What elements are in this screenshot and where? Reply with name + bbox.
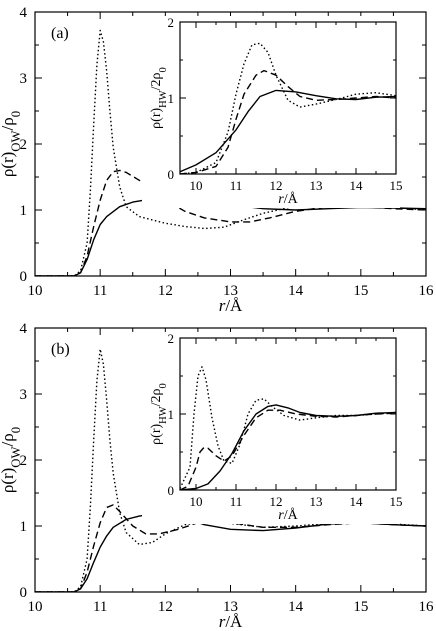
panel-b-y-tick-label: 4 <box>20 321 28 337</box>
panel-b-inset-x-tick-label: 15 <box>390 494 403 509</box>
panel-a-x-tick-label: 13 <box>223 283 238 299</box>
panel-b-y-tick-label: 1 <box>20 519 28 535</box>
panel-b-x-tick-label: 10 <box>28 599 43 615</box>
panel-a-inset-x-tick-label: 14 <box>350 178 364 193</box>
panel-b-y-axis-title: ρ(r)OW/ρ0 <box>0 427 23 493</box>
panel-a-series-solid-line <box>35 197 426 276</box>
panel-b-inset-y-tick-label: 0 <box>168 483 175 498</box>
panel-a-inset-y-tick-label: 1 <box>168 91 175 106</box>
panel-a-y-axis-title: ρ(r)OW/ρ0 <box>0 111 23 177</box>
panel-a-y-tick-label: 2 <box>20 137 28 153</box>
panel-a-label: (a) <box>51 25 69 42</box>
panel-a-x-axis-title: r/Å <box>219 296 243 315</box>
panel-b-inset-series-dotted-line <box>180 366 396 489</box>
panel-b-x-axis-title: r/Å <box>219 612 243 631</box>
panel-a-y-tick-label: 4 <box>20 5 28 21</box>
panel-b-y-tick-label: 2 <box>20 453 28 469</box>
panel-b-inset-series-dashed-line <box>180 409 396 490</box>
panel-b-inset-x-tick-label: 10 <box>190 494 203 509</box>
panel-a-inset-x-tick-label: 15 <box>390 178 403 193</box>
panel-a-inset-x-tick-label: 10 <box>190 178 203 193</box>
panel-a-inset-x-tick-label: 11 <box>230 178 243 193</box>
panel-b-x-tick-label: 15 <box>353 599 368 615</box>
panel-a-inset-curves <box>180 42 396 174</box>
panel-b-series-solid-line <box>35 513 426 592</box>
panel-a-inset-y-tick-label: 0 <box>168 167 175 182</box>
panel-b-inset-x-tick-label: 14 <box>350 494 364 509</box>
panel-a-y-tick-label: 1 <box>20 203 28 219</box>
panel-a-y-tick-label: 0 <box>20 269 28 285</box>
panel-b-x-tick-label: 13 <box>223 599 238 615</box>
panel-a-x-tick-label: 16 <box>419 283 435 299</box>
panel-a-x-tick-label: 11 <box>93 283 107 299</box>
panel-b-inset-x-tick-label: 13 <box>310 494 323 509</box>
panel-b-inset-inset-background <box>142 332 400 524</box>
panel-a-inset-series-dashed-line <box>180 69 396 174</box>
panel-b-inset-x-axis-title: r/Å <box>278 507 298 523</box>
panel-b-y-tick-label: 0 <box>20 585 28 601</box>
panel-a-y-tick-label: 3 <box>20 71 28 87</box>
panel-a-inset-x-axis-title: r/Å <box>278 191 298 207</box>
panel-b-series-dashed-line <box>35 504 426 592</box>
panel-a-inset-x-tick-label: 12 <box>270 178 283 193</box>
panel-b-inset-y-axis-title: ρ(r)HW/2ρ0 <box>149 383 169 445</box>
panel-a-x-tick-label: 10 <box>28 283 43 299</box>
panel-b-inset-y-tick-label: 2 <box>168 331 175 346</box>
panel-b-inset-x-tick-label: 12 <box>270 494 283 509</box>
panel-b-inset-x-tick-label: 11 <box>230 494 243 509</box>
panel-b-x-tick-label: 16 <box>419 599 435 615</box>
panel-b-x-tick-label: 14 <box>288 599 304 615</box>
panel-b-label: (b) <box>51 341 70 358</box>
panel-a-x-tick-label: 12 <box>158 283 173 299</box>
panel-a-inset-inset-background <box>142 16 400 208</box>
panel-a-inset-series-dotted-line <box>180 42 396 174</box>
panel-b-inset-curves <box>180 366 396 490</box>
panel-a-inset-y-tick-label: 2 <box>168 15 175 30</box>
panel-a-x-tick-label: 15 <box>353 283 368 299</box>
panel-b-x-tick-label: 12 <box>158 599 173 615</box>
panel-b-y-tick-label: 3 <box>20 387 28 403</box>
panel-a-x-tick-label: 14 <box>288 283 304 299</box>
panel-a-inset-x-tick-label: 13 <box>310 178 323 193</box>
panel-b-inset-y-tick-label: 1 <box>168 407 175 422</box>
panel-a-inset-series-solid-line <box>180 89 396 173</box>
panel-b-x-tick-label: 11 <box>93 599 107 615</box>
panel-a-inset-y-axis-title: ρ(r)HW/2ρ0 <box>149 67 169 129</box>
